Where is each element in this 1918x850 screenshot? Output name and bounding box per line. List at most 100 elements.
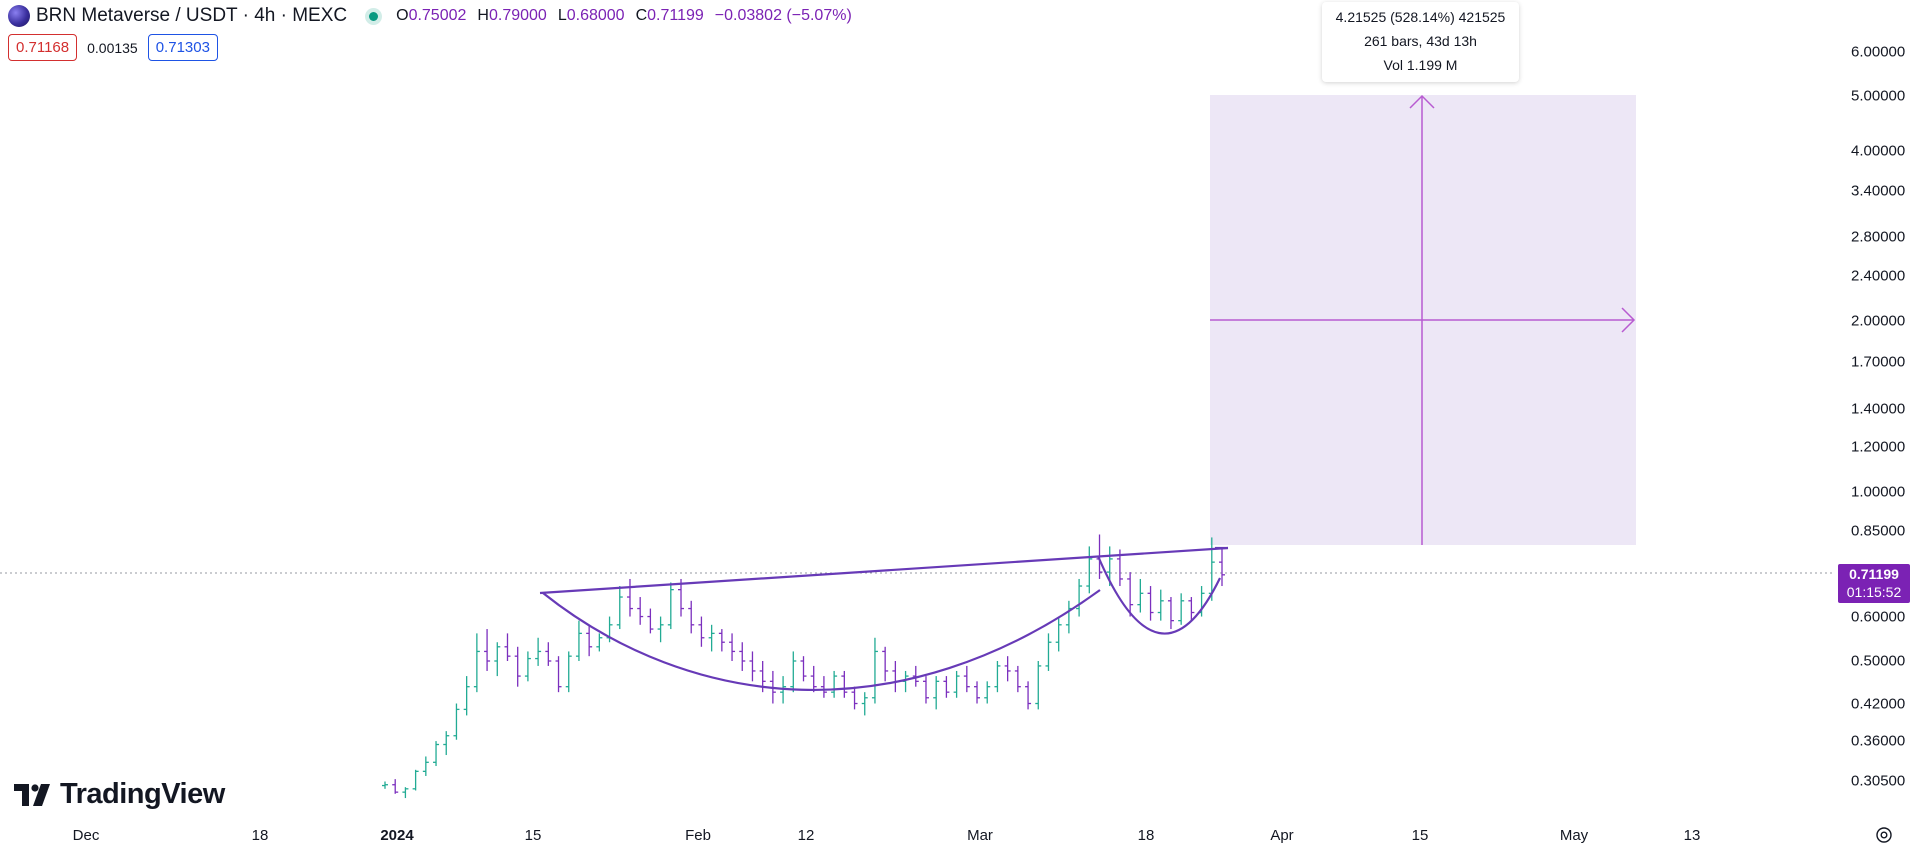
close-label: C <box>635 7 648 24</box>
sell-button[interactable]: 0.71168 <box>8 34 78 61</box>
ohlc-bar <box>943 676 950 698</box>
ohlc-bar <box>504 633 511 661</box>
ohlc-bar <box>1157 589 1164 621</box>
ohlc-bar <box>1147 586 1154 621</box>
price-axis-label: 2.00000 <box>1851 312 1906 330</box>
ohlc-bar <box>1137 578 1144 613</box>
ohlc-bar <box>882 646 889 682</box>
ohlc-bar <box>443 731 450 756</box>
ohlc-bar <box>616 586 623 630</box>
ohlc-bar <box>933 676 940 710</box>
ohlc-bar <box>392 779 399 794</box>
ohlc-bar <box>861 692 868 716</box>
brn-coin-icon <box>8 5 30 27</box>
ohlc-bars <box>382 534 1225 799</box>
high-label: H <box>477 7 489 24</box>
time-axis-label: 15 <box>1411 827 1429 844</box>
ohlc-bar <box>637 597 644 625</box>
time-axis-label: Feb <box>685 827 711 844</box>
ohlc-bar <box>871 637 878 704</box>
time-axis-label: 13 <box>1683 827 1701 844</box>
ohlc-bar <box>494 642 501 677</box>
time-axis-label: 18 <box>1137 827 1155 844</box>
ohlc-bar <box>524 651 531 682</box>
close-value: C0.71199 <box>636 7 704 25</box>
current-price-badge: 0.71199 01:15:52 <box>1838 564 1910 603</box>
ohlc-bar <box>810 665 817 693</box>
ohlc-bar <box>1127 572 1134 617</box>
price-chart[interactable] <box>0 0 1835 815</box>
symbol-title[interactable]: BRN Metaverse / USDT · 4h · MEXC <box>36 5 348 26</box>
ohlc-bar <box>1035 661 1042 710</box>
price-axis-label: 0.36000 <box>1851 732 1906 750</box>
ohlc-bar <box>575 620 582 661</box>
handle-arc[interactable] <box>1096 555 1221 635</box>
ohlc-bar <box>974 681 981 704</box>
buy-button[interactable]: 0.71303 <box>147 34 218 61</box>
low-value: L0.68000 <box>558 7 625 25</box>
ohlc-bar <box>1219 549 1225 587</box>
ohlc-bar <box>473 633 480 693</box>
ohlc-bar <box>851 686 858 710</box>
price-axis-label: 0.60000 <box>1851 608 1906 626</box>
time-axis-label: May <box>1559 827 1589 844</box>
ohlc-bar <box>412 769 419 791</box>
ohlc-bar <box>647 608 654 634</box>
ohlc-bar <box>1045 633 1052 671</box>
low-number: 0.68000 <box>566 7 625 24</box>
time-axis-label: Apr <box>1270 827 1294 844</box>
measure-tooltip: 4.21525 (528.14%) 421525 261 bars, 43d 1… <box>1322 2 1519 82</box>
ohlc-bar <box>596 633 603 652</box>
time-axis-label: Dec <box>72 827 100 844</box>
ohlc-bar <box>1014 665 1021 693</box>
price-axis[interactable]: 6.00000 5.00000 4.00000 3.40000 2.80000 2.400… <box>1835 0 1918 850</box>
chart-legend: BRN Metaverse / USDT · 4h · MEXC O0.7500… <box>8 5 852 27</box>
price-axis-label: 4.00000 <box>1851 142 1906 160</box>
time-axis-label: 18 <box>251 827 269 844</box>
ohlc-bar <box>922 676 929 704</box>
quote-row: 0.71168 0.00135 0.71303 <box>8 34 218 61</box>
ohlc-bar <box>667 582 674 630</box>
settings-icon[interactable] <box>1873 824 1895 846</box>
price-axis-label: 3.40000 <box>1851 182 1906 200</box>
ohlc-bar <box>555 656 562 693</box>
market-open-dot-icon[interactable] <box>369 11 379 21</box>
price-axis-label: 1.00000 <box>1851 483 1906 501</box>
time-axis-label: Mar <box>967 827 993 844</box>
open-label: O <box>396 7 409 24</box>
ohlc-bar <box>382 781 388 789</box>
ohlc-bar <box>484 629 491 671</box>
ohlc-bar <box>453 703 460 740</box>
ohlc-bar <box>402 787 409 799</box>
price-axis-label: 2.80000 <box>1851 228 1906 246</box>
price-axis-label: 6.00000 <box>1851 43 1906 61</box>
price-axis-label: 5.00000 <box>1851 87 1906 105</box>
ohlc-bar <box>1004 656 1011 682</box>
tradingview-logo[interactable]: TradingView <box>14 778 225 811</box>
open-number: 0.75002 <box>408 7 467 24</box>
spread-value: 0.00135 <box>87 39 138 56</box>
ohlc-bar <box>698 616 705 647</box>
ohlc-bar <box>1055 616 1062 652</box>
ohlc-bar <box>994 661 1001 693</box>
ohlc-bar <box>739 642 746 671</box>
ohlc-bar <box>565 651 572 693</box>
time-axis[interactable]: Dec 18 2024 15 Feb 12 Mar 18 Apr 15 May 13 <box>0 815 1835 850</box>
cup-arc[interactable] <box>542 589 1101 691</box>
ohlc-bar <box>626 578 633 617</box>
ohlc-bar <box>984 681 991 704</box>
ohlc-bar <box>790 651 797 693</box>
ohlc-bar <box>912 665 919 687</box>
ohlc-bar <box>1086 546 1093 594</box>
ohlc-bar <box>1065 600 1072 634</box>
open-value: O0.75002 <box>396 7 466 25</box>
price-axis-label: 0.30500 <box>1851 772 1906 790</box>
ohlc-bar <box>514 646 521 687</box>
ohlc-bar <box>545 642 552 666</box>
ohlc-bar <box>749 651 756 682</box>
measure-bars-duration: 261 bars, 43d 13h <box>1364 33 1477 49</box>
trendline-rim[interactable] <box>539 546 1229 595</box>
ohlc-bar <box>953 670 960 698</box>
ohlc-bar <box>831 670 838 698</box>
close-number: 0.71199 <box>647 7 704 24</box>
